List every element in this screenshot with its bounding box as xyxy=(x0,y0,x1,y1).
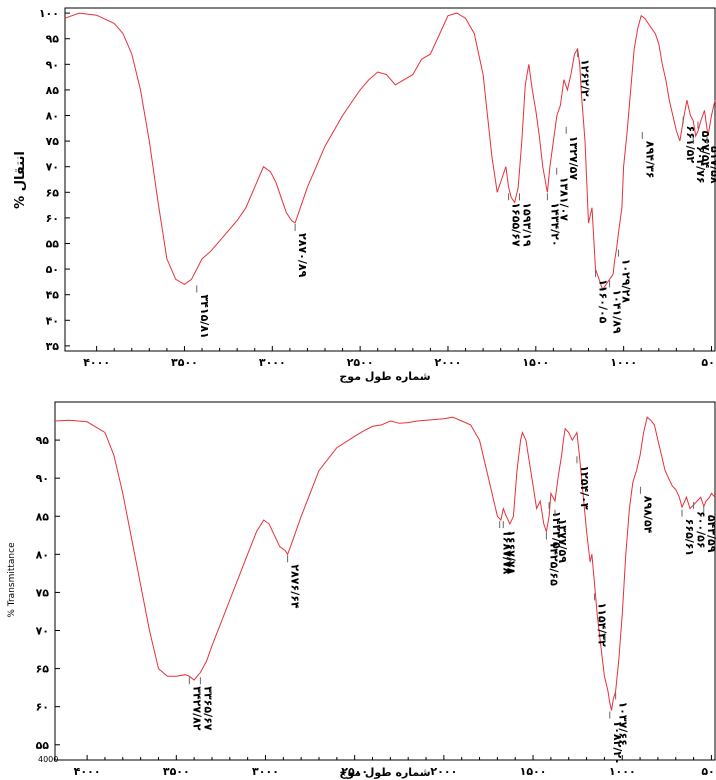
spectrum-line xyxy=(54,416,716,711)
y-tick-label: ۵۰ xyxy=(46,263,59,276)
y-tick-label: ۴۰ xyxy=(46,314,59,327)
peak-label: ۱۶۵۵/۶۷ xyxy=(510,202,523,247)
peak-label: ۵۶۷/۵۴ xyxy=(699,131,712,169)
y-tick-label: ۹۰ xyxy=(36,472,49,485)
peak-label: ۱۰۴۱/۸۹ xyxy=(611,289,624,334)
y-tick-label: ۴۵ xyxy=(46,289,60,302)
peak-label: ۵۱۷/۵۸ xyxy=(708,146,716,184)
y-tick-label: ۷۰ xyxy=(46,161,59,174)
peak-label: ۳۳۶۵/۶۷ xyxy=(201,686,214,731)
x-tick-label: ۳۵۰۰ xyxy=(171,356,198,369)
ir-spectrum-chart-top: ۳۵ ۴۰ ۴۵ ۵۰ ۵۵ ۶۰ ۶۵ ۷۰ ۷۵ ۸۰ ۸۵ ۹۰ ۹۵ ۱۰۰ ۴۰۰۰ ۳۵۰۰ ۳۰… xyxy=(13,7,716,384)
x-tick-label: ۳۰۰۰ xyxy=(252,765,279,778)
y-tick-label: ۸۵ xyxy=(46,84,60,97)
y-tick-label: ۹۵ xyxy=(36,434,50,447)
peak-label: ۱۴۳۴/۲۰ xyxy=(548,202,561,246)
y-tick-label: ۶۰ xyxy=(46,212,59,225)
peak-label: ۵۴۳/۵۹ xyxy=(705,515,716,553)
y-tick-label: ۶۰ xyxy=(36,701,49,714)
x-tick-label: ۳۰۰۰ xyxy=(259,356,286,369)
peak-label: ۱۶۸۷/۷۸ xyxy=(501,530,514,575)
peak-label: ۶۶۱/۵۲ xyxy=(684,126,697,164)
peak-label: ۱۰۸۲/۲۰ xyxy=(611,720,624,764)
peak-label: ۶۰۴/۷۶ xyxy=(694,146,707,184)
peak-label: ۱۳۲۷/۵۷ xyxy=(567,136,580,181)
ir-spectrum-chart-bottom: ۵۵ ۶۰ ۶۵ ۷۰ ۷۵ ۸۰ ۸۵ ۹۰ ۹۵ ۴۰۰۰ ۳۵۰۰ ۳۰۰۰ ۲۵۰۰ ۲۰۰۰ ۱… xyxy=(7,401,716,780)
peak-label: ۶۰۰/۵۶ xyxy=(695,511,708,549)
x-axis-ticks: ۴۰۰۰ ۳۵۰۰ ۳۰۰۰ ۲۵۰۰ ۲۰۰۰ ۱۵۰۰ ۱۰۰۰ ۵۰۰ xyxy=(74,755,716,778)
peak-label: ۲۸۷۶/۶۴ xyxy=(289,564,302,609)
y-axis-label: % انتقال xyxy=(13,151,28,209)
y-tick-label: ۱۰۰ xyxy=(39,7,59,20)
x-corner-label: 4000 xyxy=(38,755,58,764)
x-tick-label: ۳۵۰۰ xyxy=(163,765,190,778)
x-tick-label: ۴۰۰۰ xyxy=(74,765,101,778)
peak-label: ۱۶۶۷/۷۸ xyxy=(504,530,517,575)
peak-label: ۱۰۳۷/۶۶ xyxy=(617,701,630,745)
y-tick-label: ۸۰ xyxy=(36,548,49,561)
peak-label: ۱۲۵۴/۰۳ xyxy=(578,465,591,510)
x-tick-label: ۱۵۰۰ xyxy=(522,356,549,369)
peak-label: ۸۹۴/۳۶ xyxy=(643,141,656,179)
x-axis-label: شماره طول موج xyxy=(339,370,430,384)
x-tick-label: ۲۵۰۰ xyxy=(347,356,374,369)
x-tick-label: ۴۰۰۰ xyxy=(83,356,110,369)
x-tick-label: ۱۰۰۰ xyxy=(609,765,636,778)
x-axis-label: شماره طول موج xyxy=(339,766,430,780)
peak-label: ۳۴۱۵/۸۱ xyxy=(198,294,211,338)
y-axis-ticks: ۵۵ ۶۰ ۶۵ ۷۰ ۷۵ ۸۰ ۸۵ ۹۰ ۹۵ xyxy=(36,434,60,752)
peak-label: ۱۵۹۳/۱۹ xyxy=(520,202,533,247)
peak-label: ۱۴۲۳/۵۰ xyxy=(550,511,563,555)
peak-label: ۶۶۵/۶۱ xyxy=(683,519,696,557)
y-tick-label: ۹۵ xyxy=(46,33,60,46)
x-axis-ticks: ۴۰۰۰ ۳۵۰۰ ۳۰۰۰ ۲۵۰۰ ۲۰۰۰ ۱۵۰۰ ۱۰۰۰ ۵۰۰ xyxy=(83,346,716,369)
x-tick-label: ۵۰۰ xyxy=(701,356,716,369)
x-tick-label: ۲۰۰۰ xyxy=(435,356,462,369)
chart-bottom-frame xyxy=(54,401,716,761)
y-tick-label: ۶۵ xyxy=(36,663,50,676)
peak-label: ۳۴۲۷/۸۲ xyxy=(190,686,203,731)
peak-label: ۱۳۸۱/۰۷ xyxy=(558,177,571,222)
peak-label: ۱۴۲۵/۶۵ xyxy=(547,541,560,586)
y-tick-label: ۵۵ xyxy=(46,237,60,250)
x-tick-label: ۱۰۰۰ xyxy=(610,356,637,369)
peak-label: ۱۲۶۲/۲۰ xyxy=(579,59,592,103)
y-axis-label: % Transmittance xyxy=(7,542,17,618)
y-tick-label: ۳۵ xyxy=(46,340,60,353)
peak-label: ۱۱۵۴/۳۲ xyxy=(596,602,609,647)
peak-label: ۱۱۶۰/۰۵ xyxy=(597,279,610,324)
y-tick-label: ۸۰ xyxy=(46,110,59,123)
x-tick-label: ۲۰۰۰ xyxy=(430,765,457,778)
peak-label: ۱۰۲۹/۲۸ xyxy=(620,259,633,304)
x-tick-label: ۵۰۰ xyxy=(701,765,716,778)
y-tick-label: ۷۰ xyxy=(36,625,49,638)
y-tick-label: ۷۵ xyxy=(46,135,60,148)
spectrum-line xyxy=(64,12,716,291)
y-tick-label: ۵۵ xyxy=(36,739,50,752)
y-tick-label: ۶۵ xyxy=(46,186,60,199)
x-tick-label: ۲۵۰۰ xyxy=(341,765,368,778)
peak-label: ۲۸۷۰/۸۹ xyxy=(296,233,309,278)
y-tick-label: ۷۵ xyxy=(36,586,50,599)
y-axis-ticks: ۳۵ ۴۰ ۴۵ ۵۰ ۵۵ ۶۰ ۶۵ ۷۰ ۷۵ ۸۰ ۸۵ ۹۰ ۹۵ ۱۰۰ xyxy=(39,7,70,353)
y-tick-label: ۸۵ xyxy=(36,510,50,523)
peak-label: ۱۳۷۷/۵۹ xyxy=(556,519,569,564)
peak-label: ۸۹۸/۵۴ xyxy=(641,496,654,534)
chart-top-frame xyxy=(64,7,716,352)
x-tick-label: ۱۵۰۰ xyxy=(520,765,547,778)
y-tick-label: ۹۰ xyxy=(46,58,59,71)
